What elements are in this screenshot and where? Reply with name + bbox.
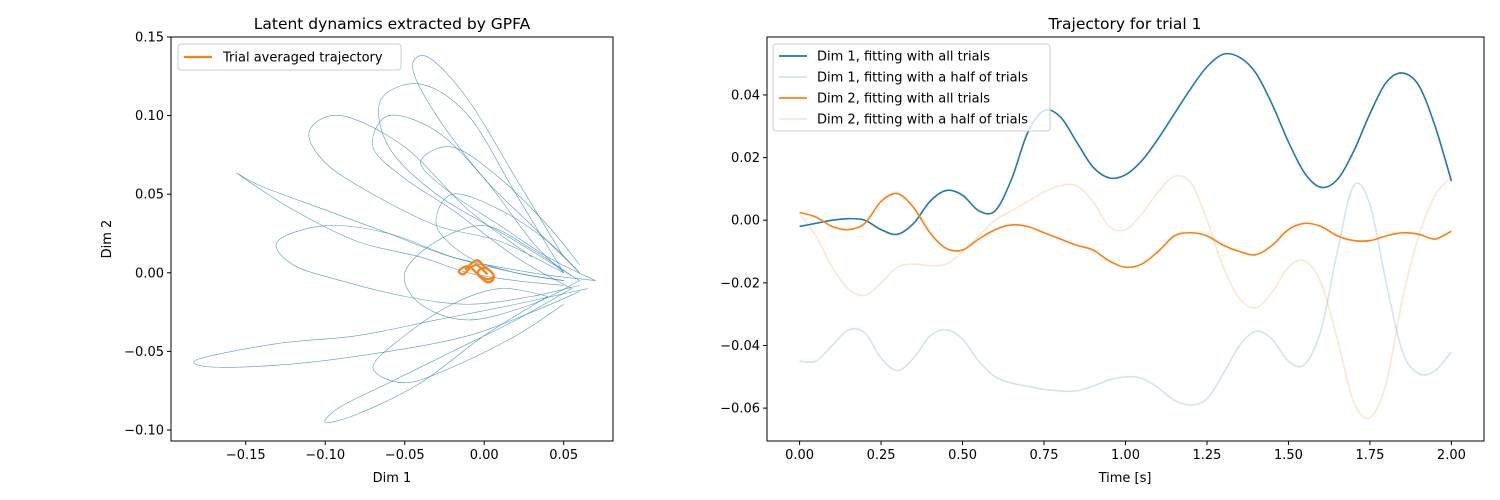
- left-chart-legend: Trial averaged trajectory: [177, 43, 402, 71]
- right-chart-xtick-label: 0.75: [1030, 448, 1059, 463]
- left-chart-ytick-label: 0.10: [135, 109, 164, 124]
- right-chart-frame: [766, 36, 1485, 442]
- right-chart-legend: Dim 1, fitting with all trials Dim 1, fit…: [772, 43, 1051, 132]
- legend-label: Dim 2, fitting with a half of trials: [817, 113, 1028, 128]
- legend-label: Dim 2, fitting with all trials: [817, 92, 990, 107]
- left-chart-ylabel: Dim 2: [100, 220, 115, 259]
- trial-trajectories: [193, 55, 596, 423]
- left-chart-ytick-label: −0.05: [124, 345, 164, 360]
- left-chart-ytick-label: 0.05: [135, 188, 164, 203]
- trial-trajectory-line: [372, 288, 564, 384]
- trial-trajectory-line: [236, 172, 596, 286]
- right-chart-xtick-label: 1.00: [1111, 448, 1140, 463]
- trial-averaged-trajectory-line: [457, 259, 495, 284]
- series-line-1: [799, 52, 1453, 236]
- right-chart-xlabel: Time [s]: [1098, 471, 1152, 486]
- left-chart-title: Latent dynamics extracted by GPFA: [254, 15, 531, 33]
- left-chart-xtick-label: −0.15: [226, 448, 266, 463]
- trial-trajectory-line: [275, 225, 580, 305]
- left-chart-xtick-label: 0.00: [470, 448, 499, 463]
- trial-trajectory-line: [435, 193, 580, 281]
- left-chart-xtick-label: −0.10: [305, 448, 345, 463]
- trial-trajectory-line: [308, 114, 564, 274]
- trial-trajectory-line: [193, 288, 588, 368]
- series-line-2: [799, 182, 1453, 406]
- series-line-3: [799, 192, 1452, 269]
- right-chart-xtick-label: 0.00: [785, 448, 814, 463]
- left-chart-frame: [170, 36, 614, 442]
- right-chart-ytick-label: −0.02: [720, 276, 760, 291]
- trial-trajectory-line: [420, 146, 596, 281]
- legend-frame: [772, 43, 1051, 132]
- trial-trajectory-line: [324, 288, 572, 423]
- left-chart: Latent dynamics extracted by GPFA Dim 1 …: [100, 15, 614, 486]
- right-chart-title: Trajectory for trial 1: [1047, 15, 1201, 33]
- right-chart-ytick-label: 0.02: [731, 151, 760, 166]
- legend-label: Dim 1, fitting with all trials: [817, 50, 990, 65]
- series-line-4: [798, 174, 1453, 420]
- right-chart-xtick-label: 2.00: [1437, 448, 1466, 463]
- right-chart-xtick-label: 1.75: [1355, 448, 1384, 463]
- trial-trajectory-line: [403, 225, 580, 321]
- right-chart-ytick-label: −0.06: [720, 402, 760, 417]
- right-chart-xtick-label: 0.50: [948, 448, 977, 463]
- right-chart: Trajectory for trial 1 Time [s] 0.00 0.25…: [720, 15, 1485, 486]
- left-chart-ytick-label: −0.10: [124, 423, 164, 438]
- left-chart-xtick-label: −0.05: [385, 448, 425, 463]
- left-chart-xlabel: Dim 1: [373, 471, 412, 486]
- right-chart-ytick-label: 0.04: [731, 88, 760, 103]
- trial-trajectory-line: [412, 55, 580, 274]
- left-chart-ytick-label: 0.00: [135, 266, 164, 281]
- legend-label: Trial averaged trajectory: [222, 51, 383, 66]
- trial-trajectory-line: [372, 114, 572, 289]
- legend-frame: [177, 43, 402, 71]
- left-chart-ytick-label: 0.15: [135, 31, 164, 46]
- legend-label: Dim 1, fitting with a half of trials: [817, 71, 1028, 86]
- right-chart-xtick-label: 0.25: [867, 448, 896, 463]
- right-chart-xtick-label: 1.25: [1193, 448, 1222, 463]
- right-chart-xtick-label: 1.50: [1274, 448, 1303, 463]
- trial-trajectory-line: [378, 83, 580, 281]
- left-chart-xtick-label: 0.05: [549, 448, 578, 463]
- right-chart-ytick-label: −0.04: [720, 339, 760, 354]
- right-chart-ytick-label: 0.00: [731, 214, 760, 229]
